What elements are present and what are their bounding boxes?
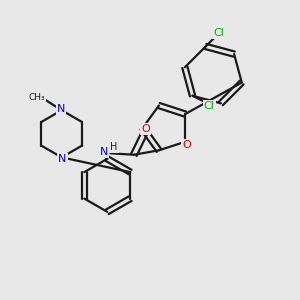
Text: N: N [58,154,66,164]
Text: Cl: Cl [204,101,215,111]
Text: O: O [141,124,150,134]
Text: N: N [57,104,65,114]
Text: O: O [182,140,191,150]
Text: H: H [110,142,118,152]
Text: CH₃: CH₃ [29,93,46,102]
Text: Cl: Cl [214,28,224,38]
Text: N: N [100,147,108,157]
